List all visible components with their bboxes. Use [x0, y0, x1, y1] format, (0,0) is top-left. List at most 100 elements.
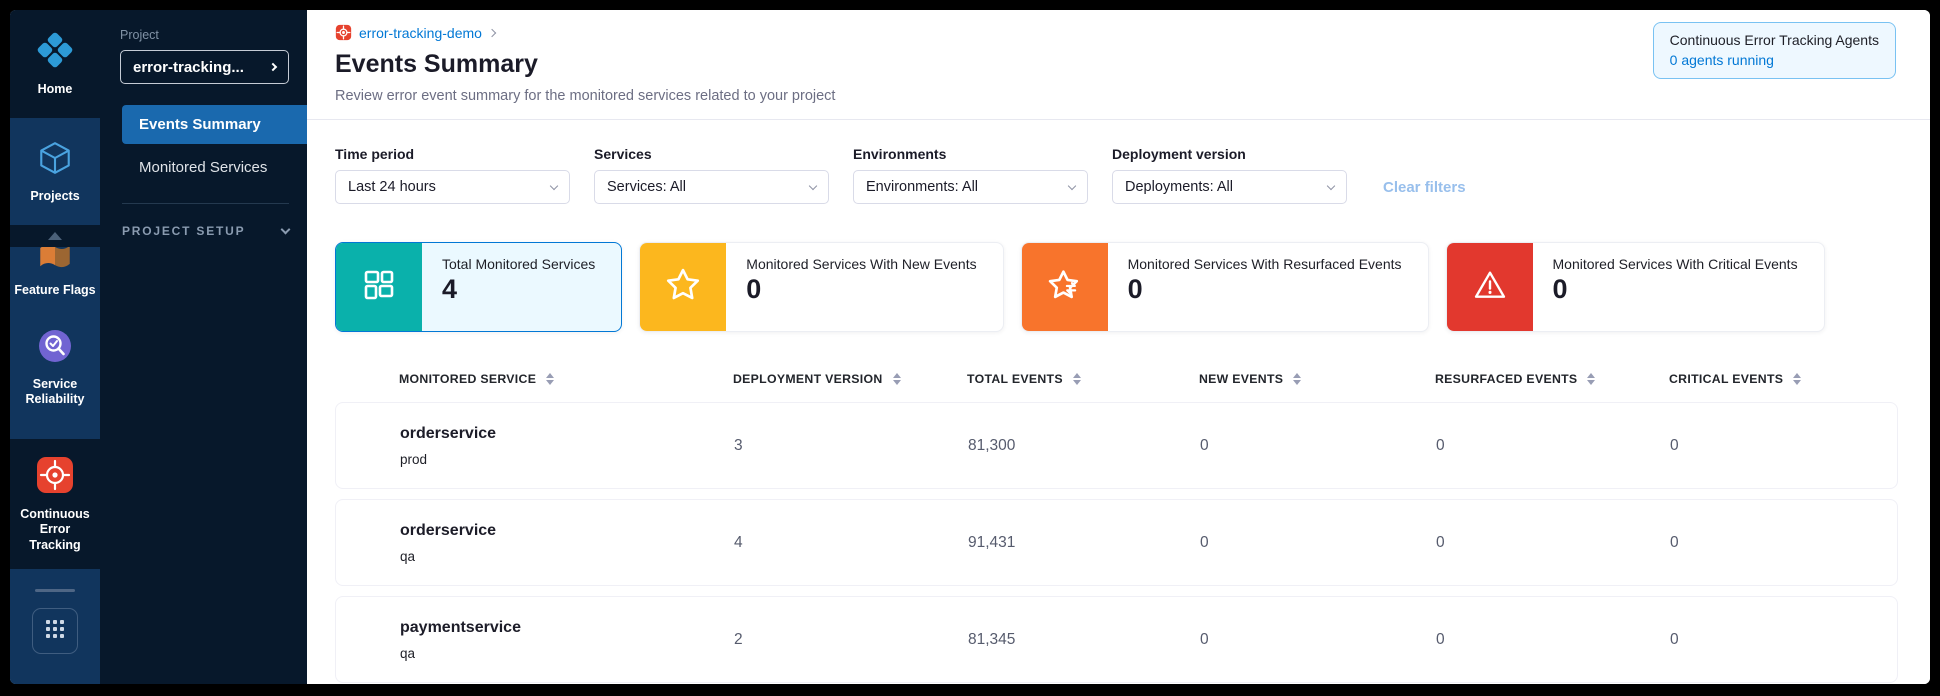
sort-icon[interactable] — [1293, 373, 1302, 385]
column-header-new-events[interactable]: NEW EVENTS — [1199, 372, 1435, 386]
projects-cube-icon — [36, 139, 74, 182]
project-setup-label: PROJECT SETUP — [122, 224, 246, 238]
error-tracking-target-icon — [35, 455, 75, 500]
chevron-down-icon — [808, 181, 818, 190]
resize-handle[interactable] — [35, 589, 75, 592]
nav-item-label: Monitored Services — [139, 158, 268, 176]
card-title: Monitored Services With Critical Events — [1552, 256, 1798, 272]
select-value: Services: All — [607, 179, 686, 195]
filter-label: Time period — [335, 146, 415, 162]
chevron-right-icon — [268, 62, 278, 72]
card-total-monitored-services[interactable]: Total Monitored Services 4 — [335, 242, 623, 332]
table-row[interactable]: orderservice prod 3 81,300 0 0 0 — [335, 402, 1898, 489]
project-setup-toggle[interactable]: PROJECT SETUP — [122, 224, 291, 238]
table-row[interactable]: orderservice qa 4 91,431 0 0 0 — [335, 499, 1898, 586]
rail-item-projects[interactable]: Projects — [10, 139, 100, 205]
card-value: 0 — [746, 274, 762, 304]
page-header: error-tracking-demo Events Summary Revie… — [307, 10, 1930, 120]
column-header-deployment-version[interactable]: DEPLOYMENT VERSION — [733, 372, 967, 386]
sort-icon[interactable] — [892, 373, 901, 385]
rail-item-service-reliability[interactable]: Service Reliability — [10, 327, 100, 408]
service-environment: qa — [400, 645, 416, 661]
total-events-cell: 91,431 — [968, 533, 1016, 551]
project-selector[interactable]: error-tracking... — [120, 50, 289, 84]
select-value: Last 24 hours — [348, 179, 436, 195]
star-resurfaced-icon — [1046, 266, 1084, 309]
project-nav-list: Events Summary Monitored Services — [100, 105, 307, 187]
filter-label: Environments — [853, 146, 947, 162]
rail-section-modules: Feature Flags Service Reliability — [10, 247, 100, 439]
service-name: orderservice — [400, 424, 497, 442]
sort-icon[interactable] — [1793, 373, 1802, 385]
scroll-up-icon[interactable] — [48, 232, 62, 240]
rail-scroll-strip — [10, 225, 100, 247]
total-events-cell: 81,345 — [968, 630, 1016, 648]
filter-time-period: Time period Last 24 hours — [335, 146, 570, 204]
sort-icon[interactable] — [1587, 373, 1596, 385]
rail-section-bottom — [10, 569, 100, 684]
card-icon-panel — [640, 243, 727, 331]
service-name: paymentservice — [400, 618, 521, 636]
service-name: orderservice — [400, 521, 497, 539]
column-header-critical-events[interactable]: CRITICAL EVENTS — [1669, 372, 1898, 386]
agents-running-link[interactable]: 0 agents running — [1669, 52, 1774, 68]
card-resurfaced-events[interactable]: Monitored Services With Resurfaced Event… — [1020, 242, 1429, 332]
card-body: Monitored Services With Critical Events … — [1533, 243, 1824, 331]
breadcrumb: error-tracking-demo — [335, 24, 1896, 41]
rail-item-feature-flags[interactable]: Feature Flags — [10, 247, 100, 299]
page-subtitle: Review error event summary for the monit… — [335, 88, 836, 104]
card-icon-panel — [1446, 243, 1533, 331]
service-reliability-icon — [36, 327, 74, 370]
chevron-down-icon — [280, 224, 291, 235]
critical-events-cell: 0 — [1670, 533, 1679, 551]
column-header-total-events[interactable]: TOTAL EVENTS — [967, 372, 1199, 386]
filter-deployment-version: Deployment version Deployments: All — [1112, 146, 1347, 204]
service-environment: qa — [400, 548, 416, 564]
column-header-monitored-service[interactable]: MONITORED SERVICE — [399, 372, 733, 386]
events-table: MONITORED SERVICE DEPLOYMENT VERSION TOT… — [335, 366, 1898, 684]
page-title: Events Summary — [335, 50, 538, 78]
column-header-resurfaced-events[interactable]: RESURFACED EVENTS — [1435, 372, 1669, 386]
card-title: Total Monitored Services — [442, 256, 596, 272]
critical-events-cell: 0 — [1670, 630, 1679, 648]
sort-icon[interactable] — [1072, 373, 1081, 385]
column-header-label: RESURFACED EVENTS — [1435, 372, 1578, 386]
card-critical-events[interactable]: Monitored Services With Critical Events … — [1445, 242, 1825, 332]
clear-filters-button[interactable]: Clear filters — [1383, 179, 1466, 196]
service-cell: orderservice prod — [400, 425, 734, 467]
services-select[interactable]: Services: All — [594, 170, 829, 204]
card-title: Monitored Services With Resurfaced Event… — [1127, 256, 1402, 272]
chevron-down-icon — [549, 181, 559, 190]
nav-item-events-summary[interactable]: Events Summary — [122, 105, 307, 144]
rail-label-feature-flags: Feature Flags — [14, 283, 96, 297]
project-selector-value: error-tracking... — [133, 58, 244, 76]
breadcrumb-project-link[interactable]: error-tracking-demo — [359, 24, 482, 41]
column-header-label: NEW EVENTS — [1199, 372, 1284, 386]
table-row[interactable]: paymentservice qa 2 81,345 0 0 0 — [335, 596, 1898, 683]
time-period-select[interactable]: Last 24 hours — [335, 170, 570, 204]
new-events-cell: 0 — [1200, 630, 1209, 648]
rail-item-continuous-error-tracking[interactable]: Continuous Error Tracking — [10, 455, 100, 554]
resurfaced-events-cell: 0 — [1436, 630, 1445, 648]
filter-label: Services — [594, 146, 652, 162]
card-value: 0 — [1127, 274, 1143, 304]
rail-label-service-reliability: Service Reliability — [25, 376, 85, 407]
select-value: Environments: All — [866, 179, 979, 195]
all-modules-button[interactable] — [32, 608, 78, 654]
rail-section-error-tracking: Continuous Error Tracking — [10, 439, 100, 569]
environments-select[interactable]: Environments: All — [853, 170, 1088, 204]
app-window: Home Projects Feature Flags — [10, 10, 1930, 684]
deployments-select[interactable]: Deployments: All — [1112, 170, 1347, 204]
rail-section-home: Home — [10, 10, 100, 118]
sort-icon[interactable] — [546, 373, 555, 385]
rail-item-home[interactable]: Home — [10, 30, 100, 98]
agents-box-title: Continuous Error Tracking Agents — [1669, 32, 1879, 48]
card-new-events[interactable]: Monitored Services With New Events 0 — [639, 242, 1004, 332]
nav-item-monitored-services[interactable]: Monitored Services — [122, 147, 307, 187]
summary-cards: Total Monitored Services 4 Monitored Ser… — [307, 204, 1930, 332]
deployment-version-cell: 4 — [734, 533, 743, 551]
card-icon-panel — [336, 243, 422, 331]
card-value: 0 — [1552, 274, 1568, 304]
nav-item-label: Events Summary — [139, 116, 261, 133]
agents-status-box[interactable]: Continuous Error Tracking Agents 0 agent… — [1652, 22, 1896, 79]
